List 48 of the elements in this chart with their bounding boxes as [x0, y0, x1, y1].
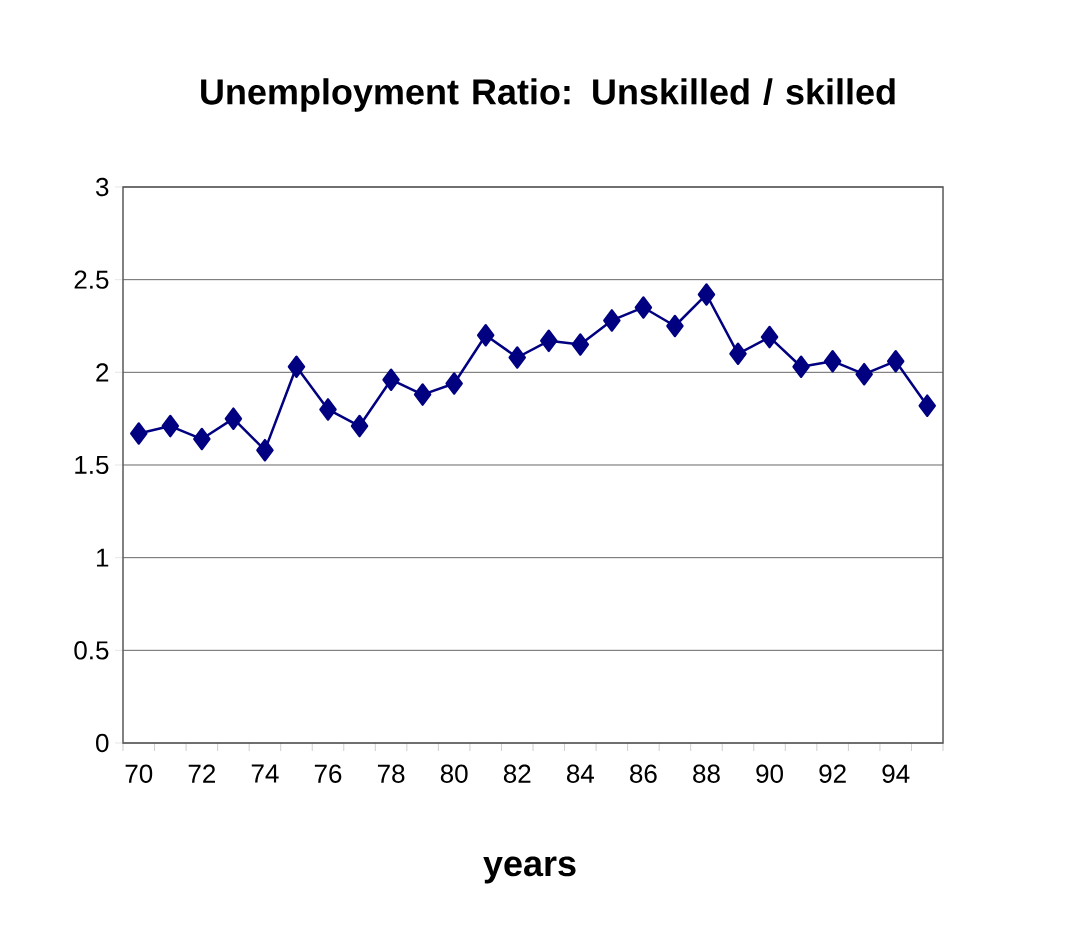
x-tick-label: 86: [630, 764, 657, 783]
x-tick-label: 90: [756, 764, 783, 783]
point: [666, 314, 684, 338]
x-tick-label: 84: [566, 764, 595, 783]
y-tick-label: 0.5: [74, 641, 109, 660]
point: [130, 422, 148, 445]
y-tick-label: 1.5: [75, 455, 109, 475]
point: [540, 329, 558, 353]
x-tick-label: 70: [125, 764, 153, 783]
x-tick-label: 80: [440, 764, 468, 783]
point: [319, 398, 337, 421]
y-tick-label: 1: [96, 548, 109, 567]
point: [382, 368, 400, 391]
point: [697, 283, 716, 306]
point: [571, 333, 590, 356]
y-tick-label: 0: [96, 733, 109, 753]
point: [760, 325, 779, 349]
chart-title: Unemployment Ratio: Unskilled / skilled: [201, 78, 895, 112]
point: [476, 324, 495, 347]
point: [224, 407, 243, 430]
point: [193, 427, 211, 451]
point: [161, 414, 180, 438]
point: [508, 346, 526, 369]
point: [918, 394, 936, 417]
x-tick-label: 74: [251, 764, 279, 783]
point: [413, 383, 432, 406]
y-tick-label: 2.5: [74, 270, 109, 289]
point: [823, 349, 842, 373]
y-tick-label: 3: [96, 177, 109, 197]
x-tick-label: 72: [188, 764, 215, 783]
x-tick-label: 76: [314, 764, 342, 783]
point: [287, 355, 306, 379]
point: [256, 438, 274, 462]
x-tick-label: 92: [819, 764, 846, 783]
point: [855, 362, 873, 386]
x-axis-title: years: [483, 856, 576, 884]
point: [634, 296, 653, 319]
point: [603, 309, 621, 332]
point: [445, 372, 463, 395]
x-tick-label: 88: [693, 764, 720, 783]
y-tick-label: 2: [96, 363, 109, 382]
point: [886, 349, 905, 373]
point: [350, 414, 369, 438]
x-tick-label: 82: [503, 764, 531, 783]
x-tick-label: 94: [882, 764, 910, 783]
x-tick-label: 78: [377, 764, 405, 783]
point: [729, 342, 747, 366]
point: [792, 355, 810, 379]
